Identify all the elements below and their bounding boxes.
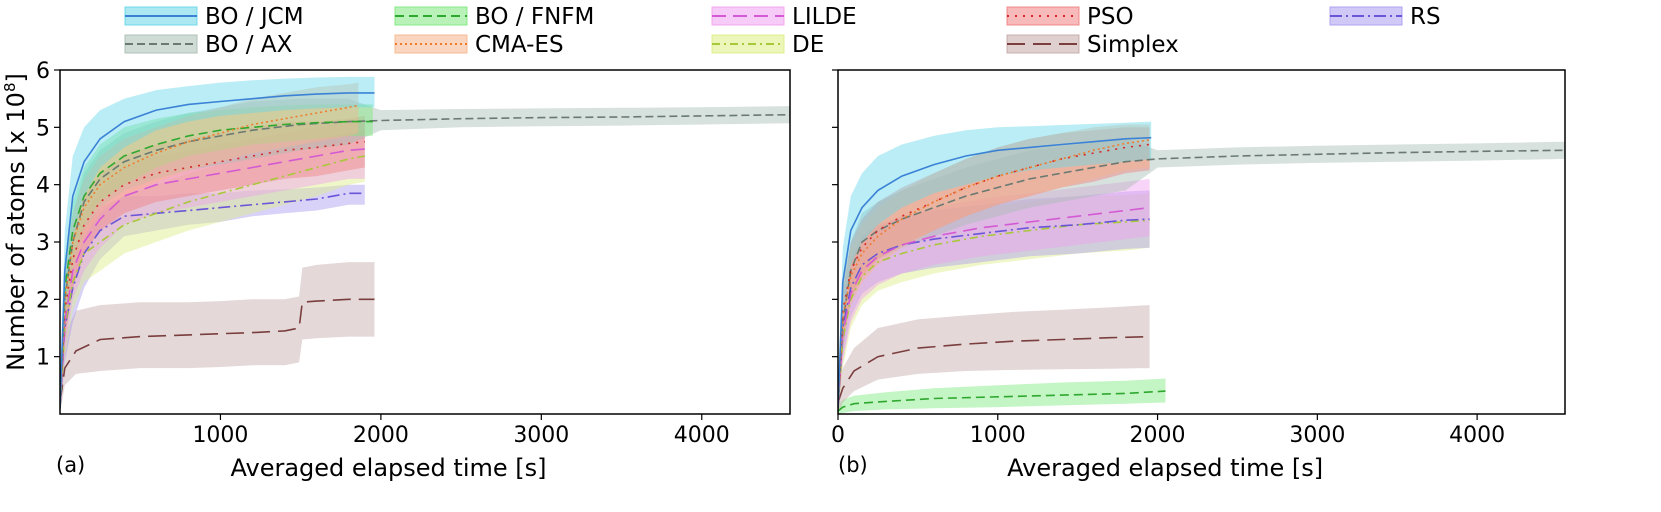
y-axis-title-exponent: 8	[1, 82, 19, 92]
series-line-bo-fnfm	[838, 390, 1166, 412]
y-axis-title-text: Number of atoms [x 10	[2, 92, 30, 371]
legend-item-de: DE	[711, 32, 824, 58]
legend-item-rs: RS	[1329, 4, 1441, 30]
panel-b: 0 1000 2000 3000 4000 Averaged elapsed time […	[831, 69, 1566, 482]
x-tick-label: 4000	[674, 423, 730, 448]
y-tick-label: 3	[36, 231, 50, 256]
legend-label: DE	[792, 32, 824, 58]
series-line-bo-fnfm	[60, 120, 373, 409]
plot-area	[60, 76, 790, 414]
legend-label: Simplex	[1087, 32, 1179, 58]
legend-item-bo-ax: BO / AX	[124, 32, 293, 58]
x-tick-label: 2000	[1130, 423, 1186, 448]
band-de	[838, 193, 1150, 414]
y-axis-title: Number of atoms [x 108]	[1, 73, 30, 371]
legend-item-bo-fnfm: BO / FNFM	[394, 4, 594, 30]
legend-item-cma-es: CMA-ES	[394, 32, 564, 58]
legend-item-pso: PSO	[1006, 4, 1134, 30]
x-axis-title: Averaged elapsed time [s]	[1007, 454, 1323, 482]
legend-item-bo-jcm: BO / JCM	[124, 4, 304, 30]
y-tick-label: 1	[36, 346, 50, 371]
legend-label: RS	[1410, 4, 1441, 30]
band-bo-jcm	[838, 121, 1152, 414]
x-tick-label: 4000	[1449, 423, 1505, 448]
series-line-bo-jcm	[838, 136, 1152, 409]
x-tick-label: 2000	[353, 423, 409, 448]
legend-label: LILDE	[792, 4, 857, 30]
band-pso	[60, 115, 365, 414]
band-bo-fnfm	[838, 378, 1166, 414]
series-line-de	[838, 219, 1150, 409]
legend-item-lilde: LILDE	[711, 4, 857, 30]
band-lilde	[60, 121, 365, 414]
x-tick-label: 3000	[513, 423, 569, 448]
band-lilde	[838, 178, 1150, 414]
series-line-lilde	[838, 206, 1150, 409]
y-tick-label: 6	[36, 59, 50, 84]
panel-a: 1000 2000 3000 4000 1 2 3 4 5 6 Averaged elapsed t…	[36, 59, 791, 482]
x-axis-title: Averaged elapsed time [s]	[230, 454, 546, 482]
band-simplex	[838, 305, 1150, 414]
series-line-de	[60, 155, 365, 409]
legend-label: CMA-ES	[475, 32, 564, 58]
series-line-rs	[60, 192, 365, 409]
series-line-simplex	[838, 335, 1150, 403]
band-bo-fnfm	[60, 104, 373, 414]
x-tick-label: 1000	[192, 423, 248, 448]
legend: BO / JCM BO / FNFM LILDE PSO RS BO / AX CMA-ES…	[124, 4, 1441, 58]
x-tick-label: 3000	[1289, 423, 1345, 448]
plot-area	[838, 121, 1565, 414]
y-tick-label: 4	[36, 174, 50, 199]
series-line-cma-es	[838, 139, 1150, 409]
panel-label: (b)	[838, 453, 868, 477]
band-cma-es	[60, 82, 359, 414]
legend-item-simplex: Simplex	[1006, 32, 1179, 58]
y-axis-title-close: ]	[2, 73, 30, 82]
band-pso	[838, 127, 1150, 414]
series-line-bo-ax	[838, 149, 1565, 409]
series-line-rs	[838, 218, 1150, 409]
x-tick-label: 1000	[970, 423, 1026, 448]
legend-label: PSO	[1087, 4, 1134, 30]
legend-label: BO / FNFM	[475, 4, 594, 30]
band-bo-ax	[60, 98, 790, 414]
x-tick-label: 0	[831, 423, 845, 448]
series-line-lilde	[60, 148, 365, 409]
band-rs	[838, 190, 1150, 414]
band-cma-es	[838, 124, 1150, 414]
legend-label: BO / JCM	[205, 4, 304, 30]
y-tick-label: 2	[36, 288, 50, 313]
series-line-cma-es	[60, 104, 359, 409]
legend-swatch	[1006, 6, 1080, 26]
series-line-simplex	[60, 298, 375, 403]
legend-label: BO / AX	[205, 32, 293, 58]
series-line-bo-jcm	[60, 92, 375, 409]
band-simplex	[60, 262, 375, 414]
y-tick-label: 5	[36, 116, 50, 141]
band-bo-ax	[838, 138, 1565, 414]
panel-label: (a)	[56, 453, 85, 477]
series-line-bo-ax	[60, 113, 790, 409]
